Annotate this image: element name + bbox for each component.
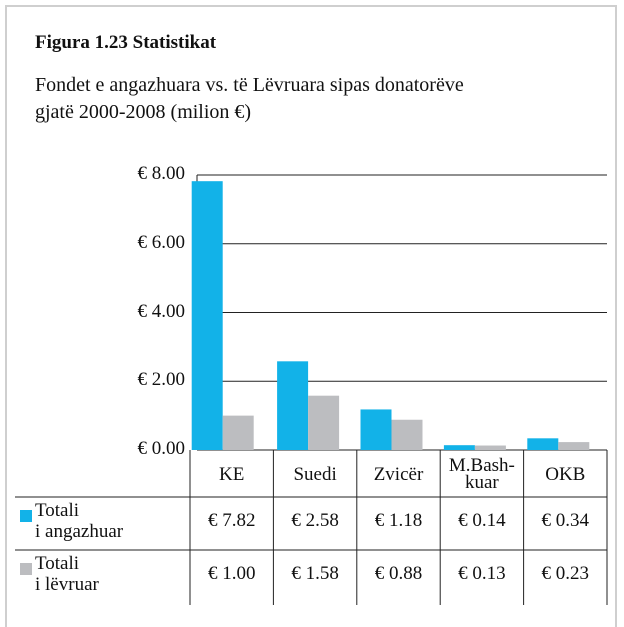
x-tick-label: Suedi <box>293 464 337 485</box>
legend-label: Totali i lëvruar <box>35 553 99 595</box>
value-label: € 0.23 <box>541 563 590 584</box>
value-label: € 0.34 <box>541 510 590 531</box>
y-tick-label: € 0.00 <box>137 438 186 459</box>
bar <box>191 181 223 450</box>
value-label: € 0.88 <box>374 563 423 584</box>
value-label: € 7.82 <box>207 510 256 531</box>
bar <box>474 445 506 450</box>
value-label: € 1.18 <box>374 510 423 531</box>
bar <box>391 419 423 450</box>
value-label: € 0.14 <box>458 510 506 531</box>
x-tick-label: Zvicër <box>373 464 424 485</box>
x-tick-label: KE <box>219 464 245 485</box>
bar <box>527 438 559 450</box>
bar <box>277 361 309 450</box>
y-tick-label: € 4.00 <box>137 300 186 322</box>
chart-subtitle: Fondet e angazhuara vs. të Lëvruara sipa… <box>35 74 464 123</box>
x-tick-label: M.Bash- kuar <box>448 455 515 493</box>
value-label: € 0.13 <box>458 563 506 584</box>
bar <box>558 442 590 450</box>
bar <box>222 415 254 450</box>
bar <box>360 409 392 450</box>
frame <box>5 5 617 627</box>
x-tick-label: OKB <box>545 464 586 485</box>
value-label: € 1.58 <box>291 563 339 584</box>
chart-title: Figura 1.23 Statistikat <box>35 32 217 53</box>
y-tick-label: € 2.00 <box>137 369 186 391</box>
value-label: € 2.58 <box>291 510 339 531</box>
legend-swatch <box>20 563 32 575</box>
y-tick-label: € 8.00 <box>137 163 186 184</box>
bar <box>308 395 340 450</box>
y-tick-label: € 6.00 <box>137 231 186 253</box>
legend-swatch <box>20 510 32 522</box>
value-label: € 1.00 <box>207 563 256 584</box>
bar <box>443 445 475 450</box>
legend-label: Totali i angazhuar <box>35 500 124 542</box>
